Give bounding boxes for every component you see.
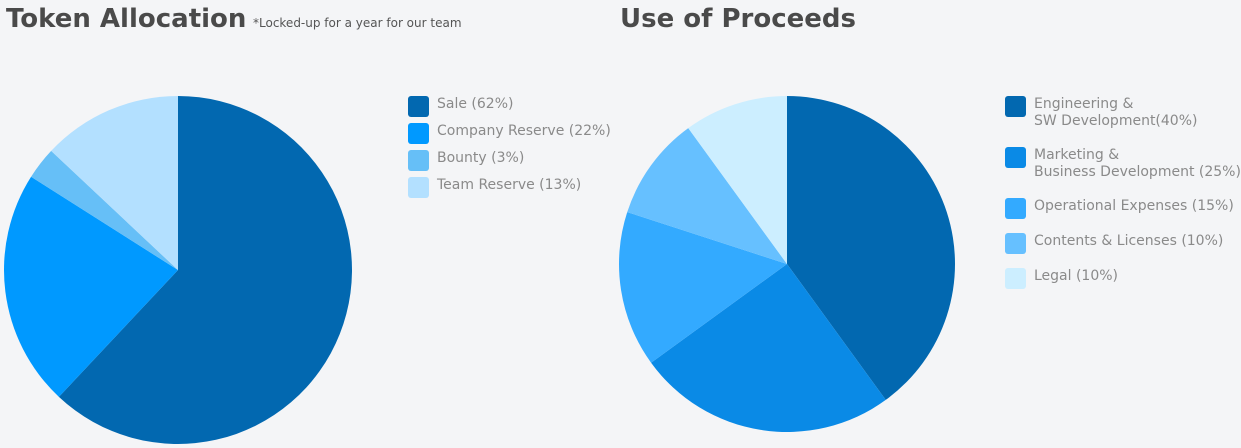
use-of-proceeds-legend-swatch-2: [1005, 198, 1026, 219]
token-allocation-legend-label-1: Company Reserve (22%): [437, 123, 611, 139]
use-of-proceeds-legend-item-4: Legal (10%): [1005, 268, 1241, 303]
use-of-proceeds-slice-4: [688, 96, 787, 264]
use-of-proceeds-legend-label-3: Contents & Licenses (10%): [1034, 233, 1224, 249]
token-allocation-legend-item-0: Sale (62%): [408, 96, 611, 123]
use-of-proceeds-legend-swatch-1: [1005, 147, 1026, 168]
use-of-proceeds-slice-0: [787, 96, 955, 400]
use-of-proceeds-legend-swatch-0: [1005, 96, 1026, 117]
chart-subtitle-lockup-note: *Locked-up for a year for our team: [253, 16, 462, 30]
token-allocation-legend-swatch-1: [408, 123, 429, 144]
use-of-proceeds-legend-swatch-4: [1005, 268, 1026, 289]
use-of-proceeds-slice-1: [651, 264, 886, 433]
token-allocation-slice-0: [58, 96, 353, 444]
use-of-proceeds-legend-label-2: Operational Expenses (15%): [1034, 198, 1234, 214]
token-allocation-slice-3: [51, 96, 179, 270]
use-of-proceeds-legend-label-0: Engineering & SW Development(40%): [1034, 96, 1198, 129]
token-allocation-legend-swatch-0: [408, 96, 429, 117]
use-of-proceeds-legend-item-0: Engineering & SW Development(40%): [1005, 96, 1241, 147]
token-allocation-slice-1: [4, 176, 179, 397]
chart-title-token-allocation: Token Allocation: [6, 4, 247, 34]
token-allocation-legend: Sale (62%) Company Reserve (22%) Bounty (3…: [408, 96, 611, 204]
token-allocation-slices: [4, 96, 353, 444]
use-of-proceeds-slice-3: [627, 128, 787, 264]
token-allocation-legend-item-2: Bounty (3%): [408, 150, 611, 177]
chart-title-use-of-proceeds: Use of Proceeds: [620, 4, 857, 34]
token-allocation-legend-label-0: Sale (62%): [437, 96, 514, 112]
use-of-proceeds-legend: Engineering & SW Development(40%) Marketi…: [1005, 96, 1241, 303]
token-allocation-legend-label-2: Bounty (3%): [437, 150, 525, 166]
use-of-proceeds-slices: [619, 96, 955, 433]
token-allocation-legend-swatch-3: [408, 177, 429, 198]
token-allocation-legend-item-3: Team Reserve (13%): [408, 177, 611, 204]
use-of-proceeds-legend-swatch-3: [1005, 233, 1026, 254]
token-allocation-slice-2: [31, 150, 178, 270]
token-allocation-legend-label-3: Team Reserve (13%): [437, 177, 582, 193]
token-allocation-legend-item-1: Company Reserve (22%): [408, 123, 611, 150]
token-allocation-legend-swatch-2: [408, 150, 429, 171]
use-of-proceeds-legend-label-4: Legal (10%): [1034, 268, 1119, 284]
use-of-proceeds-legend-item-1: Marketing & Business Development (25%): [1005, 147, 1241, 198]
use-of-proceeds-legend-item-2: Operational Expenses (15%): [1005, 198, 1241, 233]
use-of-proceeds-legend-item-3: Contents & Licenses (10%): [1005, 233, 1241, 268]
use-of-proceeds-legend-label-1: Marketing & Business Development (25%): [1034, 147, 1241, 180]
use-of-proceeds-slice-2: [619, 212, 787, 363]
